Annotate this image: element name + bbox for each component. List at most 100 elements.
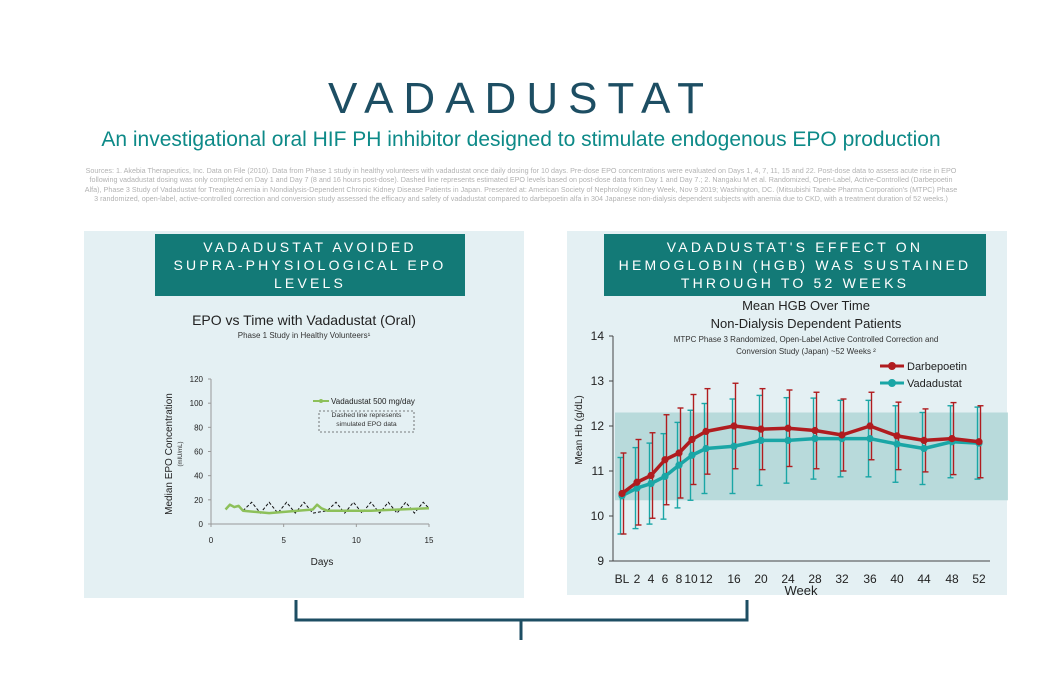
epo-vadadustat-line	[224, 503, 430, 515]
hgb-point-darbepoetin	[948, 435, 956, 443]
hgb-point-darbepoetin	[757, 425, 765, 433]
epo-y-tick-label: 100	[190, 399, 204, 408]
hgb-banner-line: VADADUSTAT'S EFFECT ON	[666, 239, 924, 255]
epo-x-axis-label: Days	[311, 557, 334, 568]
hgb-x-tick-label: 32	[835, 572, 849, 586]
hgb-x-tick-label: 12	[699, 572, 713, 586]
epo-legend-label: Vadadustat 500 mg/day	[331, 397, 415, 406]
hgb-x-tick-label: 48	[945, 572, 959, 586]
hgb-point-vadadustat	[633, 484, 641, 492]
hgb-legend-marker-darbepoetin	[888, 362, 896, 370]
hgb-point-darbepoetin	[784, 424, 792, 432]
hgb-banner: VADADUSTAT'S EFFECT ON HEMOGLOBIN (HGB) …	[604, 234, 986, 296]
hgb-y-tick-label: 14	[591, 329, 605, 343]
epo-banner-line: SUPRA-PHYSIOLOGICAL EPO	[173, 257, 447, 273]
hgb-point-vadadustat	[688, 451, 696, 459]
epo-x-tick-label: 10	[352, 536, 361, 545]
epo-banner-line: LEVELS	[273, 275, 347, 291]
epo-annotation: Dashed line represents simulated EPO dat…	[331, 412, 402, 428]
hgb-x-tick-label: 2	[634, 572, 641, 586]
hgb-point-darbepoetin	[920, 436, 928, 444]
hgb-point-darbepoetin	[647, 471, 655, 480]
hgb-point-darbepoetin	[866, 422, 874, 430]
hgb-chart-subtitle: MTPC Phase 3 Randomized, Open-Label Acti…	[674, 335, 939, 344]
hgb-x-tick-label: 16	[727, 572, 741, 586]
hgb-x-tick-label: 40	[890, 572, 904, 586]
epo-chart-title: EPO vs Time with Vadadustat (Oral)	[192, 312, 416, 328]
hgb-point-darbepoetin	[975, 438, 983, 446]
epo-y-tick-label: 20	[194, 496, 203, 505]
hgb-legend-marker-vadadustat	[888, 379, 896, 387]
epo-y-tick-label: 0	[199, 520, 204, 529]
epo-y-tick-label: 120	[190, 375, 204, 384]
hgb-x-tick-label: 20	[754, 572, 768, 586]
page-title: VADADUSTAT	[327, 74, 715, 123]
hgb-point-vadadustat	[811, 435, 819, 443]
epo-legend: Vadadustat 500 mg/day	[313, 397, 415, 406]
epo-banner-line: VADADUSTAT AVOIDED	[203, 239, 417, 255]
hgb-point-vadadustat	[784, 436, 792, 444]
epo-y-tick-label: 40	[194, 472, 203, 481]
epo-y-tick-label: 80	[194, 423, 203, 432]
hgb-point-darbepoetin	[675, 449, 683, 457]
hgb-point-vadadustat	[702, 444, 710, 453]
hgb-x-tick-label: 8	[676, 572, 683, 586]
hgb-x-axis-label: Week	[785, 583, 818, 598]
hgb-point-darbepoetin	[633, 478, 641, 486]
hgb-point-darbepoetin	[702, 427, 710, 435]
hgb-point-vadadustat	[675, 461, 683, 469]
hgb-x-tick-label: 10	[684, 572, 698, 586]
hgb-chart-title-line2: Non-Dialysis Dependent Patients	[711, 316, 902, 331]
hgb-x-tick-label: 28	[808, 572, 822, 586]
hgb-point-darbepoetin	[688, 435, 696, 444]
epo-y-tick-label: 60	[194, 448, 203, 457]
hgb-x-tick-label: 24	[781, 572, 795, 586]
sources-footnote: Sources: 1. Akebia Therapeutics, Inc. Da…	[84, 166, 958, 204]
epo-y-axis-unit: (mIU/mL)	[178, 442, 184, 467]
epo-annotation-box	[318, 410, 415, 433]
epo-annotation-text: Dashed line represents simulated EPO dat…	[331, 412, 402, 428]
hgb-y-axis-label: Mean Hb (g/dL)	[574, 395, 585, 464]
hgb-point-vadadustat	[920, 444, 928, 453]
epo-simulated-line	[242, 501, 430, 514]
hgb-legend: Darbepoetin Vadadustat	[880, 361, 967, 390]
hgb-banner-line: THROUGH TO 52 WEEKS	[680, 275, 910, 291]
hgb-point-darbepoetin	[618, 489, 626, 498]
hgb-point-darbepoetin	[730, 422, 738, 430]
bracket-line	[294, 600, 749, 622]
page-subtitle: An investigational oral HIF PH inhibitor…	[101, 128, 941, 151]
hgb-point-darbepoetin	[893, 432, 901, 440]
hgb-point-vadadustat	[757, 436, 765, 444]
hgb-legend-label-vadadustat: Vadadustat	[907, 378, 962, 390]
hgb-y-tick-label: 13	[591, 374, 605, 388]
hgb-point-vadadustat	[661, 472, 669, 480]
hgb-point-vadadustat	[730, 442, 738, 450]
hgb-x-tick-label: 52	[972, 572, 986, 586]
hgb-x-tick-label: 44	[917, 572, 931, 586]
hgb-chart-subtitle-line2: Conversion Study (Japan) ~52 Weeks ²	[736, 347, 876, 356]
hgb-y-tick-label: 10	[591, 509, 605, 523]
hgb-point-vadadustat	[647, 480, 655, 488]
hgb-legend-label-darbepoetin: Darbepoetin	[907, 361, 967, 373]
hgb-x-tick-label: 6	[662, 572, 669, 586]
hgb-point-darbepoetin	[811, 426, 819, 435]
hgb-y-tick-label: 11	[592, 464, 605, 478]
hgb-chart-title: Mean HGB Over Time	[742, 298, 870, 313]
hgb-point-vadadustat	[893, 440, 901, 448]
hgb-banner-line: HEMOGLOBIN (HGB) WAS SUSTAINED	[618, 257, 972, 273]
epo-x-tick-label: 15	[425, 536, 434, 545]
hgb-point-vadadustat	[866, 435, 874, 443]
epo-legend-marker	[319, 399, 323, 403]
epo-banner: VADADUSTAT AVOIDED SUPRA-PHYSIOLOGICAL E…	[155, 234, 465, 296]
epo-chart-subtitle: Phase 1 Study in Healthy Volunteers¹	[238, 331, 371, 340]
epo-x-tick-label: 5	[281, 536, 286, 545]
hgb-point-darbepoetin	[838, 431, 846, 439]
epo-y-axis-label: Median EPO Concentration	[164, 393, 175, 515]
epo-x-tick-label: 0	[209, 536, 214, 545]
hgb-x-tick-label: 4	[648, 572, 655, 586]
hgb-x-tick-label: BL	[615, 572, 630, 586]
hgb-point-darbepoetin	[661, 456, 669, 464]
